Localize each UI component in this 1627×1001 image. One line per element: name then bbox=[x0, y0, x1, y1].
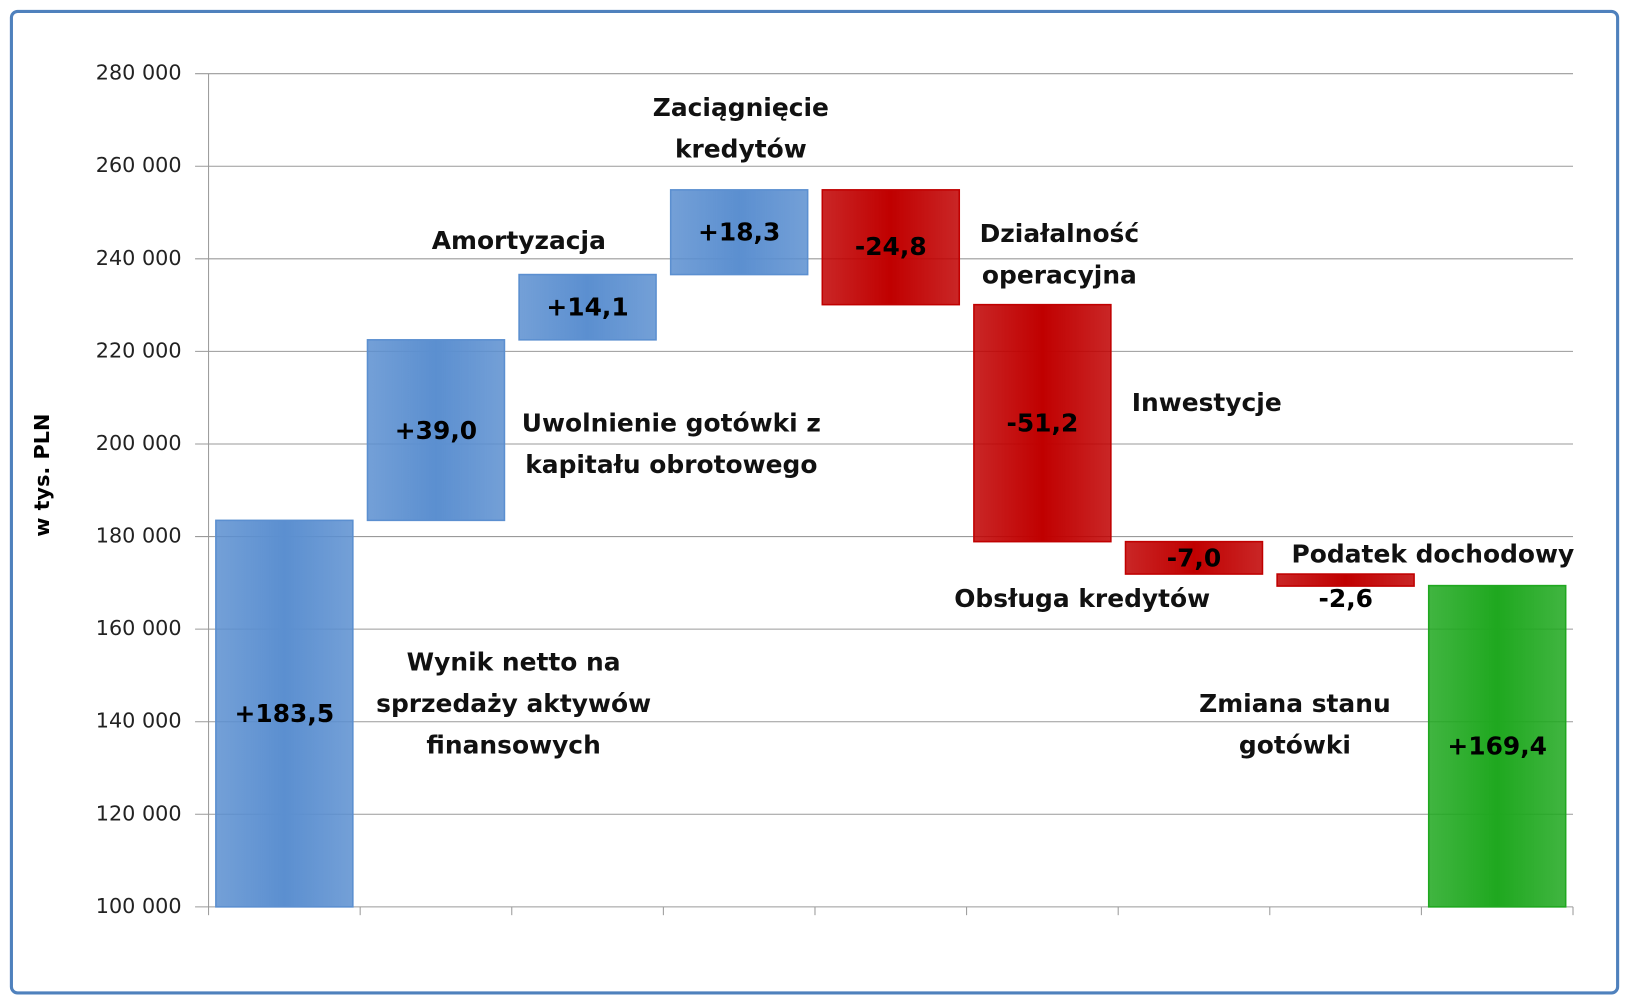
value-label: -24,8 bbox=[854, 232, 927, 262]
bar bbox=[366, 339, 506, 522]
bar bbox=[973, 303, 1112, 543]
y-tick-label: 180 000 bbox=[96, 524, 182, 548]
y-tick-label: 280 000 bbox=[96, 61, 182, 85]
bar bbox=[1124, 540, 1264, 575]
bar bbox=[518, 273, 657, 341]
y-tick-label: 140 000 bbox=[96, 709, 182, 733]
bar bbox=[1276, 573, 1415, 587]
category-label: Uwolnienie gotówki z kapitału obrotowego bbox=[521, 408, 821, 480]
y-tick-label: 200 000 bbox=[96, 431, 182, 455]
value-label: -7,0 bbox=[1166, 543, 1222, 573]
bar bbox=[821, 189, 961, 306]
y-tick-label: 260 000 bbox=[96, 153, 182, 177]
value-label: -2,6 bbox=[1318, 584, 1373, 614]
value-label: +39,0 bbox=[394, 415, 478, 445]
category-label: Obsługa kredytów bbox=[954, 584, 1211, 614]
y-tick-label: 220 000 bbox=[96, 338, 182, 362]
category-label: Podatek dochodowy bbox=[1291, 539, 1575, 569]
category-label: Działalność operacyjna bbox=[979, 218, 1140, 290]
y-axis-title: w tys. PLN bbox=[29, 413, 54, 537]
frame bbox=[9, 9, 1620, 995]
value-label: +18,3 bbox=[698, 217, 781, 247]
bar bbox=[215, 519, 354, 908]
value-label: -51,2 bbox=[1006, 408, 1079, 438]
y-tick-label: 100 000 bbox=[96, 894, 182, 918]
y-tick-label: 240 000 bbox=[96, 246, 182, 270]
y-tick-label: 160 000 bbox=[96, 616, 182, 640]
bar bbox=[1427, 584, 1567, 908]
category-label: Inwestycje bbox=[1131, 388, 1282, 418]
value-label: +14,1 bbox=[546, 292, 629, 322]
category-label: Zmiana stanu gotówki bbox=[1199, 688, 1391, 760]
category-label: Wynik netto na sprzedaży aktywów finanso… bbox=[376, 647, 652, 760]
y-tick-label: 120 000 bbox=[96, 801, 182, 825]
category-label: Amortyzacja bbox=[431, 226, 606, 256]
value-label: +183,5 bbox=[234, 699, 335, 729]
bar bbox=[669, 189, 809, 276]
category-label: Zaciągnięcie kredytów bbox=[652, 93, 829, 164]
value-label: +169,4 bbox=[1447, 731, 1548, 761]
